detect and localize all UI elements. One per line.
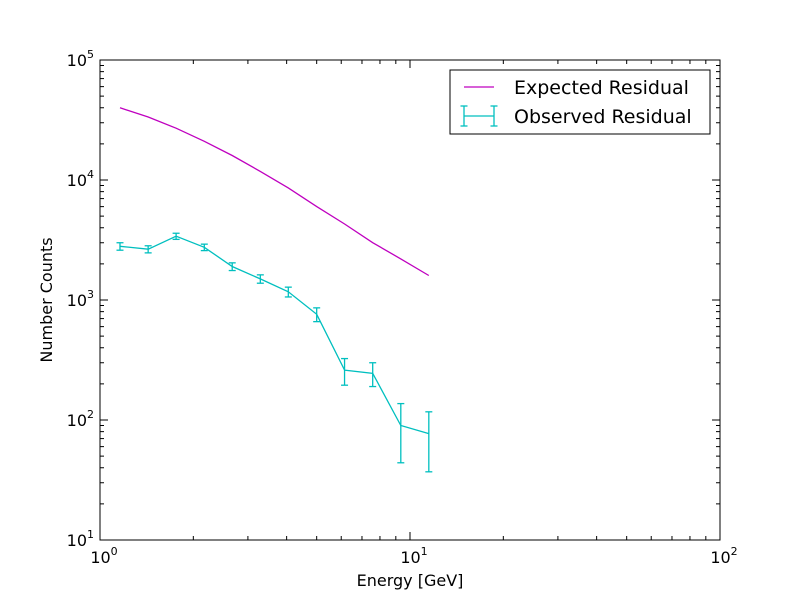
legend-entry: Expected Residual [464, 77, 689, 99]
error-bar [397, 402, 405, 464]
error-bar [200, 243, 208, 252]
x-tick-label: 101 [400, 545, 427, 567]
error-bar [425, 411, 433, 473]
error-bar [116, 242, 124, 251]
x-tick-label: 102 [710, 545, 737, 567]
legend-label: Observed Residual [514, 106, 692, 128]
y-tick-label: 105 [67, 48, 94, 70]
series-2 [116, 232, 433, 473]
error-bar [369, 362, 377, 388]
error-bar [228, 262, 236, 272]
y-tick-label: 102 [67, 408, 94, 430]
error-bar [341, 357, 349, 386]
x-axis-label: Energy [GeV] [357, 571, 464, 590]
legend-label: Expected Residual [514, 77, 689, 99]
error-bar [172, 232, 180, 241]
legend-entry: Observed Residual [460, 105, 692, 128]
error-bar [313, 307, 321, 323]
y-axis-label: Number Counts [37, 237, 56, 362]
y-tick-label: 104 [67, 168, 94, 190]
error-bar [256, 274, 264, 284]
y-tick-label: 101 [67, 528, 94, 550]
error-bar [284, 286, 292, 298]
legend-box [449, 69, 711, 135]
series-1-line [119, 107, 430, 277]
error-bar [144, 245, 152, 254]
x-tick-label: 100 [90, 545, 117, 567]
y-tick-label: 103 [67, 288, 94, 310]
legend: Expected Residual Observed Residual [449, 69, 711, 135]
series-1 [119, 107, 430, 277]
series-2-line [119, 235, 429, 435]
